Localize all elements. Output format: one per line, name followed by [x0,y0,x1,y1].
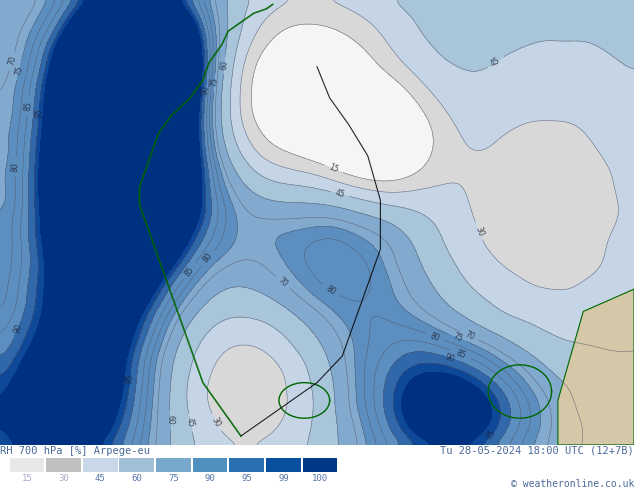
Text: 95: 95 [484,428,498,441]
Text: 45: 45 [95,474,106,483]
Text: 30: 30 [58,474,69,483]
Text: 90: 90 [444,352,456,364]
Text: 15: 15 [22,474,32,483]
Text: 90: 90 [12,322,24,335]
Text: RH 700 hPa [%] Arpege-eu: RH 700 hPa [%] Arpege-eu [0,446,150,456]
Bar [302,458,337,472]
Text: 60: 60 [165,415,174,425]
Text: 85: 85 [23,100,33,111]
Text: 45: 45 [185,417,196,428]
Text: 85: 85 [455,348,467,360]
Text: 95: 95 [125,374,135,385]
Text: 70: 70 [276,276,290,289]
Bar [266,458,301,472]
Text: 75: 75 [168,474,179,483]
Text: 80: 80 [429,331,441,343]
Bar [10,458,44,472]
Text: 75: 75 [209,77,219,87]
Text: 30: 30 [210,416,223,429]
Text: 75: 75 [14,65,25,76]
Text: 70: 70 [6,55,18,67]
Bar [83,458,117,472]
Text: 90: 90 [201,85,210,96]
Text: Tu 28-05-2024 18:00 UTC (12+7B): Tu 28-05-2024 18:00 UTC (12+7B) [440,446,634,456]
Text: 85: 85 [183,265,196,278]
Text: 75: 75 [451,332,464,344]
Text: 80: 80 [324,284,337,296]
Text: 45: 45 [489,55,502,69]
Text: 99: 99 [278,474,289,483]
Text: 100: 100 [312,474,328,483]
Bar [230,458,264,472]
Text: 95: 95 [242,474,252,483]
Text: 15: 15 [328,163,340,175]
Text: © weatheronline.co.uk: © weatheronline.co.uk [510,479,634,489]
Text: 80: 80 [202,251,215,265]
Polygon shape [558,289,634,445]
Text: 60: 60 [132,474,143,483]
Text: 30: 30 [473,225,485,238]
Bar [119,458,154,472]
Text: 70: 70 [463,330,476,342]
Bar [46,458,81,472]
Bar [193,458,228,472]
Text: 80: 80 [11,161,21,172]
Text: 45: 45 [334,189,346,199]
Text: 60: 60 [219,59,230,70]
Bar [156,458,191,472]
Text: 90: 90 [205,474,216,483]
Text: 95: 95 [34,107,44,118]
